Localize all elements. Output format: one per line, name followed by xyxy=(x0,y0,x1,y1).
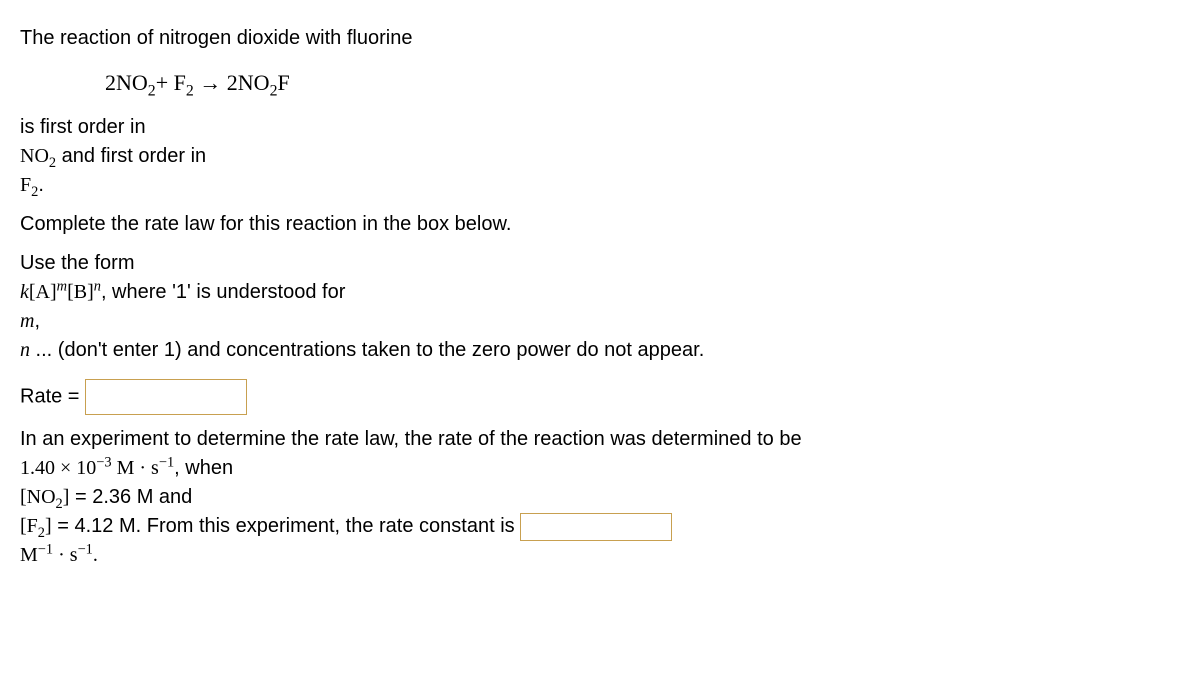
order-text-1: is first order in xyxy=(20,116,146,138)
k-units-m: M xyxy=(20,544,38,566)
coef-1: 2 xyxy=(105,70,116,95)
k-units-m-exp: −1 xyxy=(38,541,53,557)
no2-order: NO2 xyxy=(20,145,56,167)
order-text-2: and first order in xyxy=(56,145,206,167)
comma-1: , xyxy=(34,310,40,332)
f-sym-2: F xyxy=(20,174,31,196)
f-suffix: F xyxy=(278,70,290,95)
reaction-equation: 2NO2+ F2 → 2NO2F xyxy=(105,67,1180,99)
rate-input-line: Rate = xyxy=(20,379,1180,415)
k-var: k xyxy=(20,281,29,303)
f2-bracket-close: ] xyxy=(45,515,52,537)
rate-exp: −3 xyxy=(96,454,111,470)
rate-label: Rate = xyxy=(20,385,85,407)
n-sup: n xyxy=(94,278,101,294)
no2f-eq: NO2F xyxy=(238,70,290,95)
f-sym: F xyxy=(174,70,186,95)
sub2-c: 2 xyxy=(270,82,278,99)
rate-units-m: M · s xyxy=(112,457,159,479)
intro-text: The reaction of nitrogen dioxide with fl… xyxy=(20,24,1180,53)
mn-instruction: ... (don't enter 1) and concentrations t… xyxy=(30,339,704,361)
m-sup: m xyxy=(57,278,67,294)
use-form-text: Use the form xyxy=(20,252,134,274)
complete-instruction: Complete the rate law for this reaction … xyxy=(20,210,1180,239)
period-1: . xyxy=(38,174,44,196)
rate-units-exp: −1 xyxy=(159,454,174,470)
no2-bracket-open: [NO xyxy=(20,486,56,508)
f2-eq: F2 xyxy=(174,70,194,95)
arrow: → xyxy=(194,70,227,95)
experiment-paragraph: In an experiment to determine the rate l… xyxy=(20,425,1180,570)
plus-sign: + xyxy=(156,70,174,95)
no2-sym: NO xyxy=(116,70,148,95)
b-bracket: [B] xyxy=(67,281,94,303)
no2-eq: NO2 xyxy=(116,70,156,95)
sub2-g: 2 xyxy=(38,525,45,541)
f2-order: F2 xyxy=(20,174,38,196)
sub2-b: 2 xyxy=(186,82,194,99)
no2-conc-text: = 2.36 M and xyxy=(69,486,192,508)
rate-input[interactable] xyxy=(85,379,247,415)
order-paragraph: is first order in NO2 and first order in… xyxy=(20,113,1180,200)
f2-conc-text: = 4.12 M. From this experiment, the rate… xyxy=(52,515,521,537)
a-bracket: [A] xyxy=(29,281,57,303)
where-text: , where '1' is understood for xyxy=(101,281,345,303)
no2f-sym: NO xyxy=(238,70,270,95)
no2-sym-2: NO xyxy=(20,145,49,167)
sub2-d: 2 xyxy=(49,155,56,171)
k-units-s-exp: −1 xyxy=(78,541,93,557)
k-units-s: · s xyxy=(53,544,77,566)
n-var-line: n xyxy=(20,339,30,361)
period-2: . xyxy=(93,544,98,566)
rate-constant-input[interactable] xyxy=(520,513,672,541)
rate-val: 1.40 × 10 xyxy=(20,457,96,479)
m-var-line: m xyxy=(20,310,34,332)
exp-text-1: In an experiment to determine the rate l… xyxy=(20,428,802,450)
form-paragraph: Use the form k[A]m[B]n, where '1' is und… xyxy=(20,249,1180,365)
sub2-f: 2 xyxy=(56,496,63,512)
coef-2: 2 xyxy=(227,70,238,95)
when-text: , when xyxy=(174,457,233,479)
sub2-a: 2 xyxy=(148,82,156,99)
f2-bracket-open: [F xyxy=(20,515,38,537)
